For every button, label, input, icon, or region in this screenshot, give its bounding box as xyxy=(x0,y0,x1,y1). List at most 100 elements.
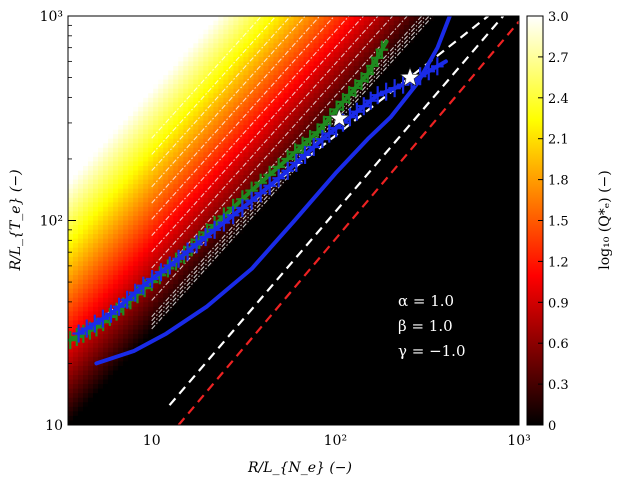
heat-cell xyxy=(288,106,295,113)
heat-cell xyxy=(168,193,174,199)
heat-cell xyxy=(153,238,159,244)
heat-cell xyxy=(103,406,109,412)
heat-cell xyxy=(248,161,255,167)
heat-cell xyxy=(233,261,239,267)
heat-cell xyxy=(163,361,169,367)
heat-cell xyxy=(213,93,219,99)
heat-cell xyxy=(288,97,295,103)
heat-cell xyxy=(78,261,84,267)
heat-cell xyxy=(268,388,275,394)
heat-cell xyxy=(168,147,174,153)
heat-cell xyxy=(153,111,159,117)
heat-cell xyxy=(163,143,169,149)
heat-cell xyxy=(193,61,199,67)
heat-cell xyxy=(178,411,184,417)
heat-cell xyxy=(313,243,320,249)
heat-cell xyxy=(328,102,335,108)
heat-cell xyxy=(113,211,119,217)
heat-cell xyxy=(223,65,229,72)
heat-cell xyxy=(203,179,209,185)
heat-cell xyxy=(218,52,224,58)
heat-cell xyxy=(93,284,99,290)
heat-cell xyxy=(148,302,154,308)
heat-cell xyxy=(103,384,109,390)
heat-cell xyxy=(213,415,219,422)
heat-cell xyxy=(233,79,239,85)
heat-cell xyxy=(183,79,189,85)
heat-cell xyxy=(83,361,89,367)
heat-cell xyxy=(113,161,119,167)
heat-cell xyxy=(173,393,179,399)
heat-cell xyxy=(168,270,174,276)
heat-cell xyxy=(113,43,119,49)
heat-cell xyxy=(283,388,290,394)
heat-cell xyxy=(298,329,305,335)
heat-cell xyxy=(288,325,295,331)
heat-cell xyxy=(133,356,139,362)
heat-cell xyxy=(143,220,149,226)
heat-cell xyxy=(143,302,149,308)
heat-cell xyxy=(198,102,204,108)
heat-cell xyxy=(238,188,244,194)
heat-cell xyxy=(238,252,244,258)
heat-cell xyxy=(183,375,189,381)
heat-cell xyxy=(238,288,244,294)
heat-cell xyxy=(163,393,169,399)
heat-cell xyxy=(68,161,74,167)
heat-cell xyxy=(273,193,280,199)
heat-cell xyxy=(328,284,335,290)
heat-cell xyxy=(193,325,199,331)
heat-cell xyxy=(73,279,79,285)
heat-cell xyxy=(333,297,340,303)
heat-cell xyxy=(303,352,310,358)
heat-cell xyxy=(168,388,174,394)
heat-cell xyxy=(103,134,109,140)
heat-cell xyxy=(323,420,330,425)
heat-cell xyxy=(138,20,144,26)
heat-cell xyxy=(203,406,209,412)
heat-cell xyxy=(103,202,109,208)
heat-cell xyxy=(73,420,79,425)
heat-cell xyxy=(343,220,350,226)
heat-cell xyxy=(78,79,84,85)
heat-cell xyxy=(83,93,89,99)
heat-cell xyxy=(208,347,214,353)
heat-cell xyxy=(73,352,79,358)
heat-cell xyxy=(138,184,144,190)
heat-cell xyxy=(188,20,194,26)
heat-cell xyxy=(268,415,275,422)
heat-cell xyxy=(318,270,325,276)
heat-cell xyxy=(143,29,149,35)
heat-cell xyxy=(128,315,134,322)
heat-cell xyxy=(208,65,214,72)
heat-cell xyxy=(68,52,74,58)
heat-cell xyxy=(223,125,229,131)
heat-cell xyxy=(283,97,290,103)
heat-cell xyxy=(163,252,169,258)
heat-cell xyxy=(293,420,300,425)
heat-cell xyxy=(273,293,280,299)
heat-cell xyxy=(98,406,104,412)
heat-cell xyxy=(293,79,300,85)
heat-cell xyxy=(158,361,164,367)
heat-cell xyxy=(283,397,290,403)
heat-cell xyxy=(248,325,255,331)
heat-cell xyxy=(68,134,74,140)
heat-cell xyxy=(233,93,239,99)
heat-cell xyxy=(303,325,310,331)
heat-cell xyxy=(298,175,305,181)
heat-cell xyxy=(223,275,229,281)
heat-cell xyxy=(278,138,285,144)
heat-cell xyxy=(183,229,189,235)
heat-cell xyxy=(273,270,280,276)
heat-cell xyxy=(323,215,330,222)
heat-cell xyxy=(103,261,109,267)
heat-cell xyxy=(143,329,149,335)
heat-cell xyxy=(98,143,104,149)
heat-cell xyxy=(293,338,300,344)
heat-cell xyxy=(293,302,300,308)
heat-cell xyxy=(303,156,310,163)
heat-cell xyxy=(338,315,345,322)
heat-cell xyxy=(293,197,300,203)
heat-cell xyxy=(243,402,249,408)
